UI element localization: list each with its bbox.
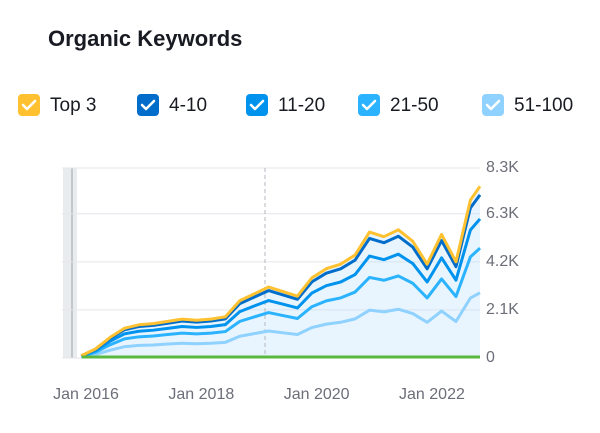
legend-label: 4-10 xyxy=(169,95,207,116)
legend-item[interactable]: 51-100 xyxy=(482,94,573,116)
legend-check xyxy=(140,99,156,111)
x-tick-label: Jan 2018 xyxy=(168,386,234,403)
legend-check xyxy=(21,99,37,111)
legend-label: 11-20 xyxy=(278,95,325,116)
legend-item[interactable]: 21-50 xyxy=(358,94,439,116)
legend-check xyxy=(249,99,265,111)
chart-title: Organic Keywords xyxy=(48,26,242,51)
legend-item[interactable]: 11-20 xyxy=(246,94,325,116)
legend-checkbox xyxy=(246,94,268,116)
series-line xyxy=(80,247,482,358)
legend-label: Top 3 xyxy=(50,95,96,116)
legend: Top 3 4-10 11-20 21-50 51-100 xyxy=(18,94,573,116)
series-line xyxy=(80,185,482,358)
legend-checkbox xyxy=(18,94,40,116)
series-line xyxy=(80,194,482,358)
legend-checkbox xyxy=(137,94,159,116)
x-tick-label: Jan 2020 xyxy=(284,386,350,403)
y-tick-label: 4.2K xyxy=(486,253,519,270)
axes: 0 2.1K 4.2K 6.3K 8.3K Jan 2016 Jan 2018 Jan 202… xyxy=(53,159,519,403)
series-line xyxy=(80,217,482,358)
x-tick-label: Jan 2016 xyxy=(53,386,119,403)
legend-label: 51-100 xyxy=(514,95,573,116)
x-tick-label: Jan 2022 xyxy=(399,386,465,403)
y-tick-label: 8.3K xyxy=(486,159,519,176)
series-line xyxy=(80,291,481,359)
y-tick-label: 6.3K xyxy=(486,205,519,222)
legend-checkbox xyxy=(482,94,504,116)
legend-check xyxy=(485,99,501,111)
shaded-band xyxy=(63,168,77,358)
legend-item[interactable]: 4-10 xyxy=(137,94,207,116)
y-tick-label: 2.1K xyxy=(486,301,519,318)
y-tick-label: 0 xyxy=(486,349,495,366)
legend-check xyxy=(361,99,377,111)
legend-label: 21-50 xyxy=(390,95,439,116)
area-band xyxy=(81,292,481,358)
legend-checkbox xyxy=(358,94,380,116)
legend-item[interactable]: Top 3 xyxy=(18,94,96,116)
lines xyxy=(80,185,482,359)
